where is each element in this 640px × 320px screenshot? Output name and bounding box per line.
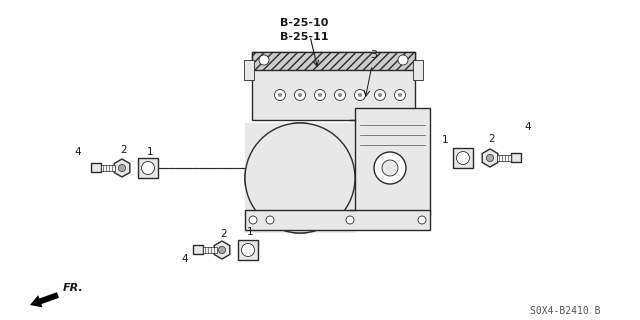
Bar xyxy=(355,108,430,215)
Text: 1: 1 xyxy=(147,147,154,157)
Polygon shape xyxy=(114,159,130,177)
Text: 4: 4 xyxy=(525,122,531,132)
Circle shape xyxy=(318,93,322,97)
Circle shape xyxy=(259,55,269,65)
Bar xyxy=(453,148,473,168)
Circle shape xyxy=(298,93,302,97)
Circle shape xyxy=(218,246,226,253)
Bar xyxy=(101,165,115,171)
Text: 3: 3 xyxy=(370,50,377,60)
Circle shape xyxy=(346,216,354,224)
Bar xyxy=(244,60,254,80)
Bar xyxy=(360,215,425,227)
Circle shape xyxy=(418,216,426,224)
Bar xyxy=(138,158,158,178)
Circle shape xyxy=(278,93,282,97)
Bar xyxy=(252,52,415,70)
Text: FR.: FR. xyxy=(63,283,84,293)
Text: B-25-10: B-25-10 xyxy=(280,18,328,28)
Text: S0X4-B2410 B: S0X4-B2410 B xyxy=(530,306,600,316)
Circle shape xyxy=(266,216,274,224)
Text: 2: 2 xyxy=(489,134,495,144)
Text: 1: 1 xyxy=(246,227,253,237)
Circle shape xyxy=(141,162,154,174)
Circle shape xyxy=(358,93,362,97)
Bar xyxy=(497,155,511,161)
Circle shape xyxy=(394,90,406,100)
Text: 1: 1 xyxy=(442,135,448,145)
Bar xyxy=(252,52,415,70)
Circle shape xyxy=(374,90,385,100)
Circle shape xyxy=(292,170,308,186)
Circle shape xyxy=(262,140,339,217)
Circle shape xyxy=(281,159,319,197)
Text: B-25-11: B-25-11 xyxy=(280,32,328,42)
Bar xyxy=(511,153,521,162)
Circle shape xyxy=(241,244,255,257)
Text: 4: 4 xyxy=(75,147,81,157)
Circle shape xyxy=(374,152,406,184)
Circle shape xyxy=(314,90,326,100)
Bar xyxy=(193,245,203,254)
Circle shape xyxy=(456,151,470,164)
Bar xyxy=(91,163,101,172)
Bar xyxy=(413,60,423,80)
Bar xyxy=(203,247,217,253)
FancyArrow shape xyxy=(30,292,59,308)
Circle shape xyxy=(338,93,342,97)
Bar xyxy=(238,240,258,260)
Polygon shape xyxy=(482,149,498,167)
Circle shape xyxy=(118,164,125,172)
Circle shape xyxy=(398,55,408,65)
Circle shape xyxy=(245,123,355,233)
Circle shape xyxy=(249,216,257,224)
Bar xyxy=(245,123,355,233)
Text: 2: 2 xyxy=(221,229,227,239)
Polygon shape xyxy=(214,241,230,259)
Circle shape xyxy=(382,160,398,176)
Text: 4: 4 xyxy=(182,254,188,264)
Circle shape xyxy=(335,90,346,100)
Circle shape xyxy=(398,93,402,97)
Circle shape xyxy=(355,90,365,100)
Circle shape xyxy=(294,90,305,100)
Text: 2: 2 xyxy=(121,145,127,155)
Bar xyxy=(252,52,415,120)
Circle shape xyxy=(486,154,493,162)
Bar xyxy=(245,210,430,230)
Circle shape xyxy=(275,90,285,100)
Circle shape xyxy=(378,93,382,97)
